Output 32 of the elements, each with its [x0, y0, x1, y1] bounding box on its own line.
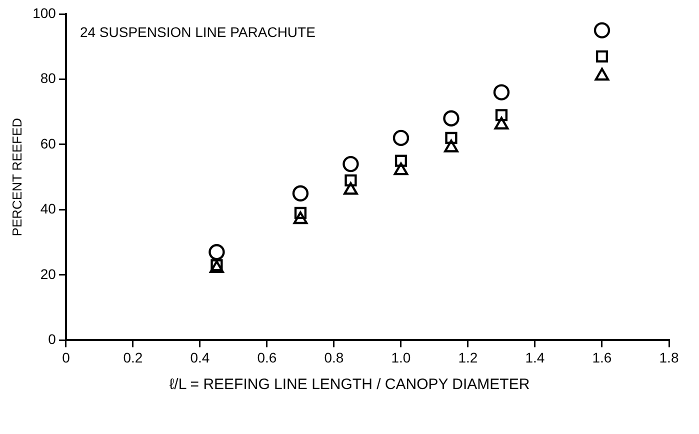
y-tick-label: 20 [40, 266, 56, 282]
point [294, 206, 307, 220]
y-tick-label: 0 [48, 331, 56, 348]
x-tick-label: 0.2 [123, 349, 143, 366]
point [208, 244, 225, 260]
x-tick-label: 1.8 [659, 349, 679, 366]
point [342, 156, 359, 172]
point [292, 185, 309, 202]
point [495, 109, 508, 122]
point [344, 174, 357, 186]
x-tick-label: 0.6 [257, 349, 277, 366]
x-tick-label: 0.4 [190, 349, 210, 366]
point [493, 84, 510, 100]
y-tick-label: 40 [40, 200, 56, 217]
point [392, 130, 410, 146]
point [596, 50, 608, 62]
y-axis-title: PERCENT REEFED [9, 118, 24, 236]
y-tick-label: 100 [32, 4, 56, 21]
text: 24 SUSPENSION LINE PARACHUTE [80, 24, 316, 40]
x-tick-label: 1.6 [592, 349, 612, 366]
point [594, 22, 610, 38]
x-tick-label: 1.2 [458, 349, 478, 366]
x-tick-label: 0 [62, 349, 70, 366]
x-axis-title: ℓ/L = REEFING LINE LENGTH / CANOPY DIAMETER [168, 376, 531, 393]
point [443, 110, 460, 126]
x-tick-label: 1.0 [391, 349, 411, 366]
y-tick-label: 60 [40, 135, 56, 152]
x-tick-label: 1.4 [525, 349, 545, 366]
x-tick-label: 0.8 [324, 349, 344, 366]
y-tick-label: 80 [40, 70, 56, 86]
point [394, 154, 408, 167]
point [445, 132, 458, 144]
